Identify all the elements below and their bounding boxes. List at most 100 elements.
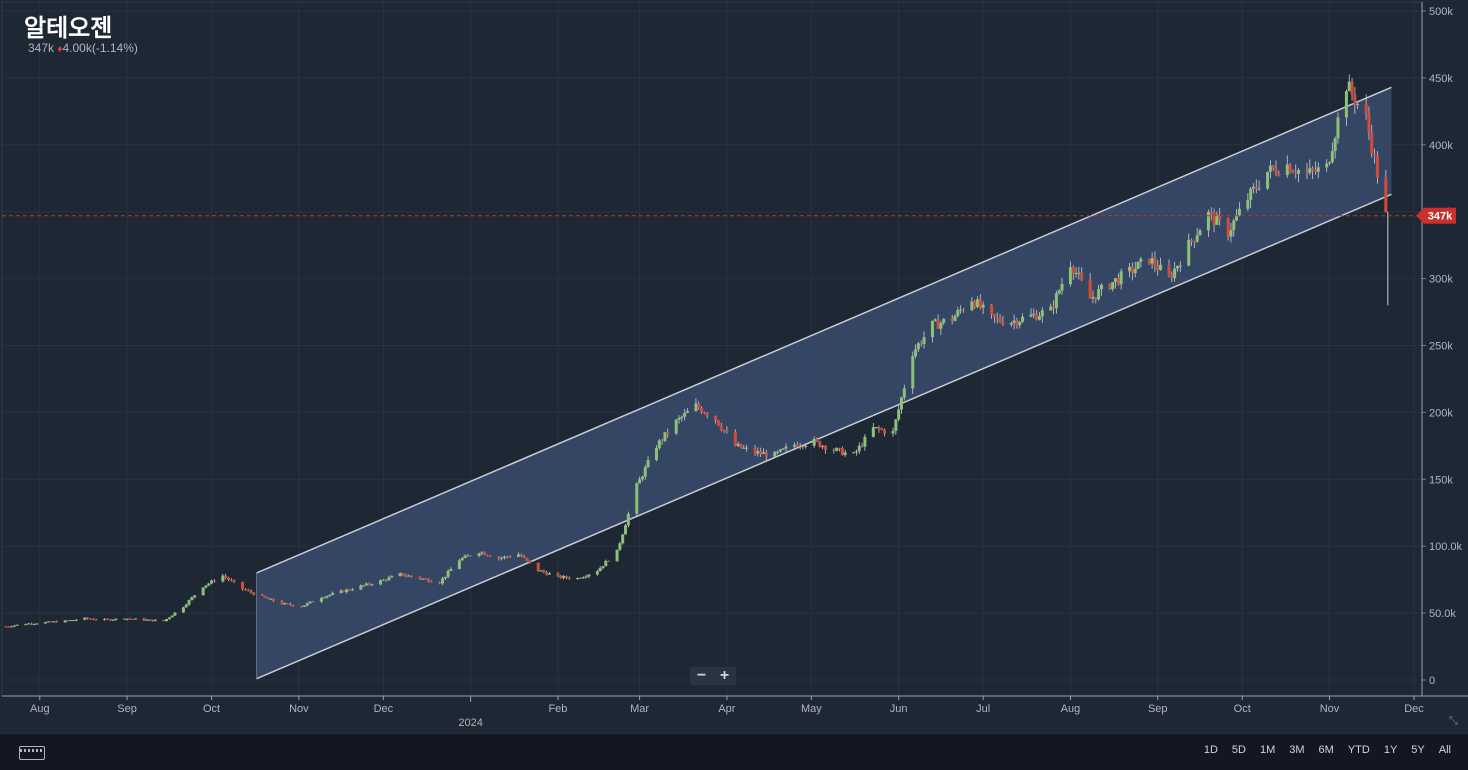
range-button-5d[interactable]: 5D xyxy=(1231,744,1246,756)
candle-down xyxy=(367,583,371,585)
candle-up xyxy=(778,449,782,452)
candle-up xyxy=(970,301,974,311)
candle-up xyxy=(145,619,149,621)
candle-up xyxy=(798,446,802,448)
candle-down xyxy=(212,580,216,582)
candle-down xyxy=(919,343,923,345)
candle-up xyxy=(643,467,647,477)
candle-up xyxy=(781,448,785,450)
candle-down xyxy=(522,556,526,558)
chart-panel[interactable]: 500k450k400k350k300k250k200k150k100.0k50… xyxy=(0,0,1468,733)
range-button-5y[interactable]: 5Y xyxy=(1411,744,1425,756)
candle-down xyxy=(719,425,723,430)
candle-up xyxy=(1308,168,1312,173)
candle-up xyxy=(1251,186,1255,189)
range-button-1m[interactable]: 1M xyxy=(1259,744,1276,756)
candle-up xyxy=(1325,163,1329,168)
candle-up xyxy=(1054,293,1058,309)
candle-down xyxy=(759,451,763,455)
candle-down xyxy=(291,605,295,607)
plot-border xyxy=(1,1,1423,697)
candle-down xyxy=(1052,306,1056,309)
candle-up xyxy=(618,543,622,550)
range-button-ytd[interactable]: YTD xyxy=(1347,744,1370,756)
candle-up xyxy=(635,483,639,514)
candle-down xyxy=(1167,264,1171,276)
candle-up xyxy=(773,451,777,457)
candle-up xyxy=(1246,200,1250,209)
candle-down xyxy=(1291,172,1295,174)
candle-down xyxy=(249,590,253,593)
candle-down xyxy=(1277,173,1281,176)
candle-up xyxy=(331,592,335,595)
range-bar: 1D 5D 1M 3M 6M YTD 1Y 5Y All xyxy=(0,733,1468,770)
candle-up xyxy=(72,620,76,622)
candle-down xyxy=(1226,219,1230,237)
candle-up xyxy=(125,618,129,620)
candle-up xyxy=(345,589,349,593)
candle-up xyxy=(193,595,197,598)
keyboard-icon[interactable] xyxy=(19,746,45,760)
candle-up xyxy=(1114,278,1118,283)
arrows-collapse-icon[interactable]: ⤡ xyxy=(1449,715,1458,727)
candle-down xyxy=(1116,278,1120,285)
candle-down xyxy=(832,449,836,451)
candle-up xyxy=(792,444,796,447)
zoom-out-button[interactable]: − xyxy=(696,667,707,684)
candle-down xyxy=(823,445,827,450)
candle-up xyxy=(683,412,687,417)
candle-up xyxy=(190,597,194,601)
candle-up xyxy=(173,612,177,616)
range-button-3m[interactable]: 3M xyxy=(1289,744,1305,756)
candle-up xyxy=(646,460,650,468)
price-chart[interactable]: 500k450k400k350k300k250k200k150k100.0k50… xyxy=(0,0,1468,733)
candle-up xyxy=(210,580,214,584)
zoom-controls: − + xyxy=(690,667,736,685)
candle-up xyxy=(27,623,31,625)
range-button-1d[interactable]: 1D xyxy=(1203,744,1218,756)
candle-up xyxy=(1029,314,1033,317)
candle-up xyxy=(339,590,343,593)
candle-up xyxy=(302,605,306,607)
candle-down xyxy=(992,314,996,318)
candle-up xyxy=(440,578,444,584)
candle-up xyxy=(911,356,915,389)
candle-up xyxy=(1119,271,1123,285)
candle-up xyxy=(835,448,839,451)
candle-down xyxy=(936,319,940,329)
candle-down xyxy=(272,598,276,602)
range-button-6m[interactable]: 6M xyxy=(1318,744,1334,756)
y-tick-label: 300k xyxy=(1429,274,1453,286)
candle-up xyxy=(407,575,411,577)
quote-line: 347k ♦4.00k(-1.14%) xyxy=(28,41,138,55)
candle-down xyxy=(1094,297,1098,300)
range-button-all[interactable]: All xyxy=(1438,744,1451,756)
candle-up xyxy=(894,419,898,431)
candle-down xyxy=(733,431,737,446)
candle-up xyxy=(325,595,329,598)
candle-down xyxy=(229,579,233,581)
candle-up xyxy=(694,403,698,412)
candle-up xyxy=(350,589,354,591)
candle-up xyxy=(32,623,36,625)
candle-up xyxy=(680,416,684,418)
down-arrow-icon: ♦ xyxy=(57,44,63,55)
candle-down xyxy=(150,619,154,622)
candle-up xyxy=(976,299,980,307)
candle-up xyxy=(480,552,484,554)
range-button-1y[interactable]: 1Y xyxy=(1383,744,1398,756)
candle-up xyxy=(24,624,28,626)
candle-up xyxy=(201,587,205,596)
candle-down xyxy=(401,573,405,576)
candle-down xyxy=(286,603,290,605)
candle-up xyxy=(933,319,937,321)
candle-up xyxy=(322,597,326,599)
candle-up xyxy=(1136,261,1140,269)
zoom-in-button[interactable]: + xyxy=(719,667,730,684)
x-tick-label: Apr xyxy=(718,703,735,715)
candle-down xyxy=(410,575,414,577)
candle-up xyxy=(153,619,157,622)
candle-up xyxy=(1175,265,1179,269)
candle-up xyxy=(1356,103,1360,105)
